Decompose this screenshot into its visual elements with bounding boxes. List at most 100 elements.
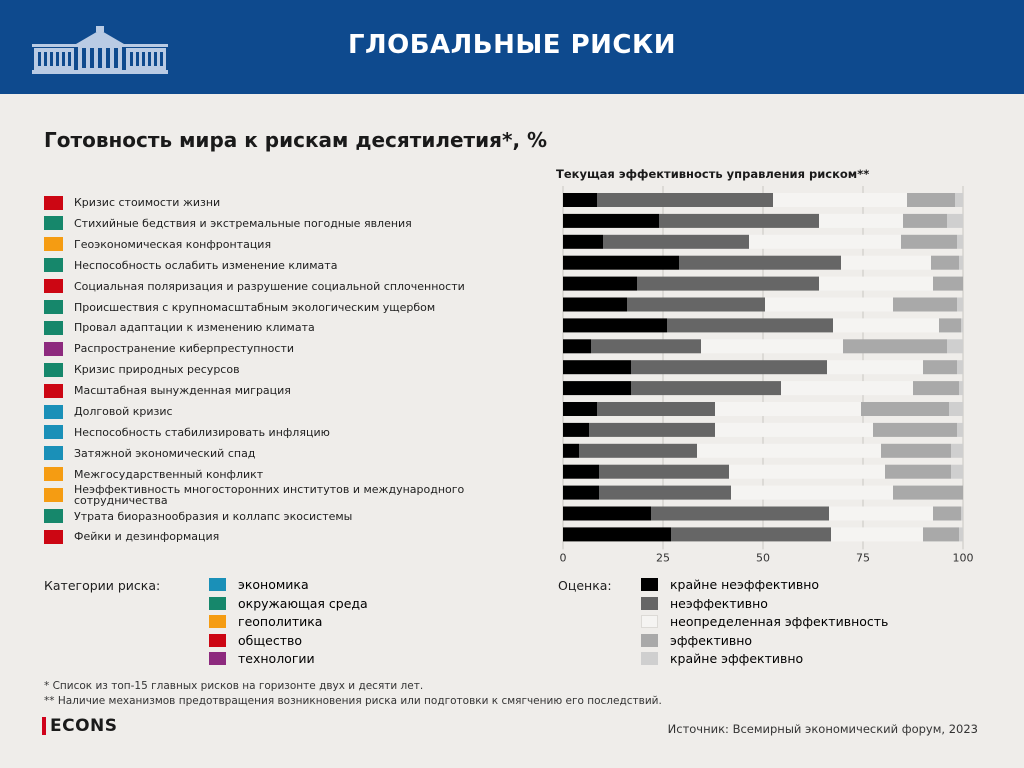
legend-label: общество [238,632,302,648]
bar-segment [959,381,963,396]
bar-segment [933,276,963,291]
bar-segment [955,193,963,207]
risk-label: Стихийные бедствия и экстремальные погод… [74,216,412,230]
bar-segment [819,213,903,228]
bar-segment [589,422,715,437]
bar-segment [679,255,841,270]
risk-row: Провал адаптации к изменению климата [44,317,544,338]
bar-segment [957,422,963,437]
risk-label: Неспособность ослабить изменение климата [74,258,338,272]
bar-segment [957,360,963,375]
rating-legend-item: крайне неэффективно [641,577,819,592]
bar-segment [827,360,923,375]
bar-segment [599,485,731,500]
bar-segment [563,276,637,291]
risk-category-swatch [44,341,63,356]
bar-segment [563,234,603,249]
bar-segment [913,381,959,396]
source-note: Источник: Всемирный экономический форум,… [667,722,978,736]
bar-segment [591,339,701,354]
legend-swatch [641,652,658,665]
legend-swatch [209,633,226,647]
risk-row: Геоэкономическая конфронтация [44,234,544,255]
bar-segment [651,506,829,521]
risk-label: Межгосударственный конфликт [74,467,264,481]
bar-segment [961,506,963,521]
rating-legend-item: эффективно [641,633,752,648]
legend-swatch [641,633,658,647]
bar-segment [563,213,659,228]
risk-row: Происшествия с крупномасштабным экологич… [44,297,544,318]
bar-segment [831,527,923,542]
bar-segment [563,464,599,479]
bar-segment [631,360,827,375]
risk-category-swatch [44,320,63,335]
category-legend-item: экономика [209,577,309,592]
bar-segment [671,527,831,542]
rating-legend-item: крайне эффективно [641,651,803,666]
legend-swatch [209,652,226,665]
bar-segment [959,527,963,542]
category-legend-item: общество [209,633,302,648]
bar-segment [939,318,961,333]
risk-label: Долговой кризис [74,405,173,418]
bar-segment [843,339,947,354]
risk-label: Неэффективность многосторонних институто… [74,483,465,508]
bar-segment [893,485,963,500]
bar-segment [881,443,951,458]
bar-segment [659,213,819,228]
bar-segment [599,464,729,479]
econs-logo: ECONS [42,716,118,736]
bar-segment [957,297,963,312]
category-legend-item: геополитика [209,614,322,629]
risk-label: Масштабная вынужденная миграция [74,384,291,398]
bar-segment [563,193,597,207]
bar-segment [933,506,961,521]
risk-row: Стихийные бедствия и экстремальные погод… [44,213,544,234]
legend-swatch [641,578,658,591]
bar-segment [923,360,957,375]
econs-brand: ECONS [50,716,118,736]
risk-row: Фейки и дезинформация [44,526,544,547]
bar-segment [833,318,939,333]
bar-segment [731,485,893,500]
rating-legend-label: Оценка: [558,578,612,593]
bar-segment [961,318,963,333]
risk-row: Неспособность ослабить изменение климата [44,255,544,276]
risk-row: Неспособность стабилизировать инфляцию [44,422,544,443]
bar-segment [773,193,907,207]
risk-category-swatch [44,446,63,461]
risk-category-swatch [44,383,63,398]
risk-category-swatch [44,195,63,210]
bar-segment [901,234,957,249]
bar-segment [873,422,957,437]
bar-segment [715,422,873,437]
x-tick-label: 50 [756,551,770,564]
legend-label: экономика [238,577,309,592]
bar-segment [563,318,667,333]
legend-swatch [209,578,226,591]
legend-label: эффективно [670,632,753,648]
risk-label: Распространение киберпреступности [74,342,295,356]
bar-segment [563,443,579,458]
bar-segment [579,443,697,458]
bar-segment [829,506,933,521]
risk-row: Социальная поляризация и разрушение соци… [44,276,544,297]
risk-label: Затяжной экономический спад [74,446,256,460]
legend-label: неопределенная эффективность [670,614,889,629]
risk-row: Межгосударственный конфликт [44,464,544,485]
risk-label: Кризис стоимости жизни [74,196,221,209]
bar-segment [765,297,893,312]
bar-segment [563,297,627,312]
legend-swatch [641,615,658,628]
bar-segment [907,193,955,207]
risk-label: Фейки и дезинформация [74,530,220,544]
bar-segment [597,402,715,416]
legend-label: крайне неэффективно [670,577,820,592]
risk-category-swatch [44,258,63,273]
bar-segment [947,339,963,354]
x-axis-title: Текущая эффективность управления риском*… [556,167,870,181]
footnote-1: * Список из топ-15 главных рисков на гор… [44,680,424,692]
risk-category-swatch [44,300,63,314]
x-tick-label: 25 [656,551,670,564]
